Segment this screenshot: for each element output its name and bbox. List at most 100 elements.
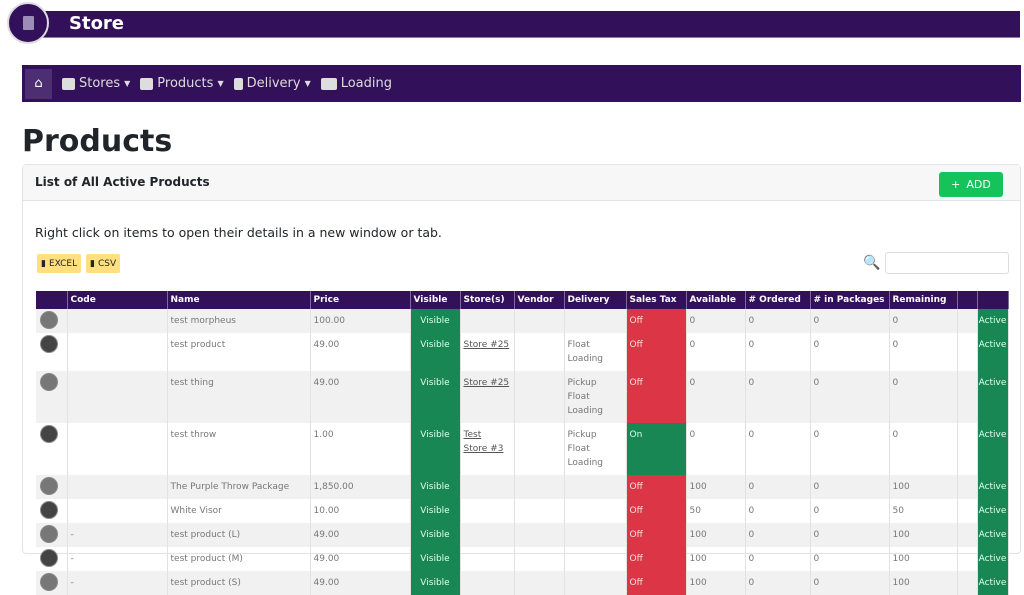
remaining-cell: 0 [889,309,958,333]
delivery-cell [564,523,627,547]
table-row[interactable]: White Visor 10.00 Visible Off 50 0 0 50 Active [36,499,1009,523]
available-cell: 0 [686,333,746,371]
column-header[interactable]: Visible [410,291,461,309]
sales-tax-badge: Off [626,309,687,333]
app-title: Store [69,13,125,34]
column-header[interactable] [977,291,1009,309]
avatar[interactable] [40,525,58,543]
visible-badge: Visible [410,475,461,499]
code-cell [67,499,168,523]
table-row[interactable]: test throw 1.00 Visible Test Store #3 Pickup F… [36,423,1009,475]
stores-cell [460,475,515,499]
avatar-cell [36,499,68,523]
store-link[interactable]: Store #3 [463,444,504,454]
store-link[interactable]: Store #25 [463,340,510,350]
visible-badge: Visible [410,499,461,523]
stores-cell [460,309,515,333]
column-header[interactable]: # Ordered [745,291,811,309]
avatar[interactable] [40,425,58,443]
column-header[interactable]: Price [310,291,411,309]
blank-cell [957,571,978,595]
avatar[interactable] [40,477,58,495]
code-cell: - [67,547,168,571]
blank-cell [957,499,978,523]
column-header[interactable]: # in Packages [810,291,890,309]
nav-delivery[interactable]: Delivery ▼ [233,76,311,91]
avatar[interactable] [40,311,58,329]
sales-tax-badge: On [626,423,687,475]
ordered-cell: 0 [745,571,811,595]
sales-tax-badge: Off [626,571,687,595]
column-header[interactable]: Available [686,291,746,309]
table-row[interactable]: test thing 49.00 Visible Store #25 Pickup Flo… [36,371,1009,423]
nav-stores[interactable]: Stores ▼ [62,76,130,91]
name-cell: test thing [167,371,311,423]
status-badge: Active [977,475,1009,499]
search-input[interactable] [885,252,1009,274]
name-cell: test morpheus [167,309,311,333]
column-header[interactable]: Name [167,291,311,309]
table-row[interactable]: - test product (L) 49.00 Visible Off 100 0 0 100… [36,523,1009,547]
available-cell: 0 [686,423,746,475]
table-row[interactable]: test product 49.00 Visible Store #25 Float L… [36,333,1009,371]
store-link[interactable]: Test [463,430,482,440]
blank-cell [957,547,978,571]
column-header[interactable]: Remaining [889,291,958,309]
products-icon [140,77,154,90]
sales-tax-badge: Off [626,371,687,423]
vendor-cell [514,423,565,475]
column-header[interactable] [36,291,68,309]
avatar[interactable] [40,335,58,353]
column-header[interactable]: Code [67,291,168,309]
report-icon[interactable] [7,2,49,44]
delivery-cell: Pickup Float Loading [564,423,627,475]
avatar[interactable] [40,501,58,519]
ordered-cell: 0 [745,371,811,423]
packages-cell: 0 [810,423,890,475]
nav-products[interactable]: Products ▼ [140,76,224,91]
avatar[interactable] [40,373,58,391]
home-icon[interactable]: ⌂ [25,68,52,99]
add-label: ADD [966,178,991,191]
column-header[interactable]: Store(s) [460,291,515,309]
avatar-cell [36,309,68,333]
remaining-cell: 100 [889,547,958,571]
code-cell [67,333,168,371]
table-row[interactable]: - test product (S) 49.00 Visible Off 100 0 0 100… [36,571,1009,595]
table-row[interactable]: test morpheus 100.00 Visible Off 0 0 0 0 Active [36,309,1009,333]
delivery-cell [564,309,627,333]
excel-button[interactable]: ▮ EXCEL [37,254,82,273]
price-cell: 49.00 [310,523,411,547]
main-nav: ⌂ Stores ▼ Products ▼ Delivery ▼ Loading [22,65,1021,102]
vendor-cell [514,499,565,523]
price-cell: 49.00 [310,571,411,595]
packages-cell: 0 [810,523,890,547]
file-csv-icon: ▮ [90,258,95,269]
sales-tax-badge: Off [626,547,687,571]
avatar-cell [36,475,68,499]
price-cell: 1,850.00 [310,475,411,499]
store-link[interactable]: Store #25 [463,378,510,388]
avatar-cell [36,371,68,423]
column-header[interactable]: Sales Tax [626,291,687,309]
column-header[interactable] [957,291,978,309]
vendor-cell [514,523,565,547]
column-header[interactable]: Delivery [564,291,627,309]
table-row[interactable]: - test product (M) 49.00 Visible Off 100 0 0 100… [36,547,1009,571]
file-excel-icon: ▮ [41,258,46,269]
column-header[interactable]: Vendor [514,291,565,309]
nav-loading[interactable]: Loading [320,76,392,91]
card-title: List of All Active Products [35,175,210,189]
packages-cell: 0 [810,371,890,423]
page-title: Products [22,124,173,159]
avatar[interactable] [40,573,58,591]
name-cell: test product (L) [167,523,311,547]
csv-button[interactable]: ▮ CSV [86,254,121,273]
blank-cell [957,423,978,475]
name-cell: test product (S) [167,571,311,595]
add-button[interactable]: + ADD [939,172,1003,197]
table-row[interactable]: The Purple Throw Package 1,850.00 Visible O… [36,475,1009,499]
sales-tax-badge: Off [626,475,687,499]
stores-cell [460,523,515,547]
avatar[interactable] [40,549,58,567]
